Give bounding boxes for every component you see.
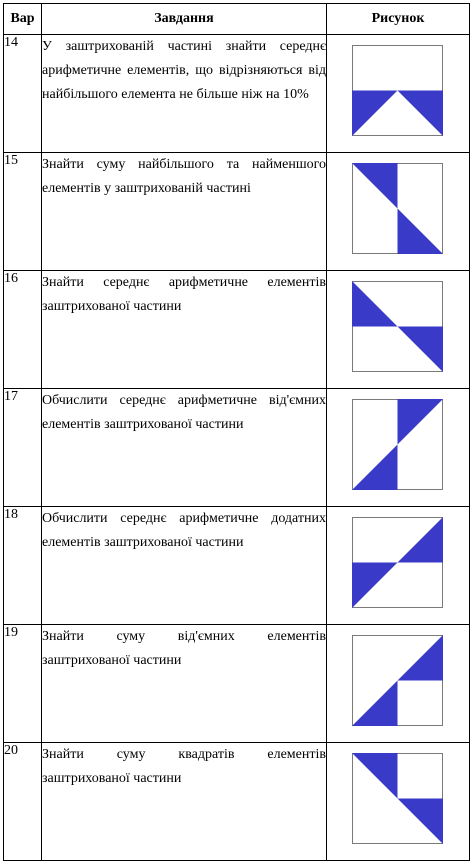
shaded-matrix-figure [352, 45, 443, 136]
figure-cell [326, 388, 470, 507]
figure-cell [326, 34, 470, 153]
task-text: У заштрихованій частині знайти середнє а… [41, 34, 327, 153]
task-text: Знайти суму від'ємних елементів заштрихо… [41, 624, 327, 743]
table-row: 18 Обчислити середнє арифметичне додатни… [3, 506, 470, 625]
task-text: Знайти середнє арифметичне елементів заш… [41, 270, 327, 389]
figure-cell [326, 270, 470, 389]
variant-number: 16 [3, 270, 42, 389]
table-row: 19 Знайти суму від'ємних елементів заштр… [3, 624, 470, 743]
table-row: 16 Знайти середнє арифметичне елементів … [3, 270, 470, 389]
shaded-matrix-figure [352, 635, 443, 726]
figure-cell [326, 624, 470, 743]
header-var: Вар [3, 3, 42, 35]
task-text: Обчислити середнє арифметичне від'ємних … [41, 388, 327, 507]
figure-cell [326, 152, 470, 271]
shaded-matrix-figure [352, 281, 443, 372]
table-row: 20 Знайти суму квадратів елементів заштр… [3, 742, 470, 861]
header-task: Завдання [41, 3, 327, 35]
table-row: 17 Обчислити середнє арифметичне від'ємн… [3, 388, 470, 507]
tasks-table: Вар Завдання Рисунок 14 У заштрихованій … [3, 3, 470, 861]
variant-number: 20 [3, 742, 42, 861]
figure-cell [326, 506, 470, 625]
shaded-matrix-figure [352, 517, 443, 608]
variant-number: 19 [3, 624, 42, 743]
shaded-matrix-figure [352, 753, 443, 844]
shaded-matrix-figure [352, 399, 443, 490]
table-row: 15 Знайти суму найбільшого та найменшого… [3, 152, 470, 271]
variant-number: 18 [3, 506, 42, 625]
task-text: Обчислити середнє арифметичне додатних е… [41, 506, 327, 625]
table-row: 14 У заштрихованій частині знайти середн… [3, 34, 470, 153]
variant-number: 14 [3, 34, 42, 153]
task-text: Знайти суму найбільшого та найменшого ел… [41, 152, 327, 271]
variant-number: 17 [3, 388, 42, 507]
header-pic: Рисунок [326, 3, 470, 35]
figure-cell [326, 742, 470, 861]
variant-number: 15 [3, 152, 42, 271]
task-text: Знайти суму квадратів елементів заштрихо… [41, 742, 327, 861]
shaded-matrix-figure [352, 163, 443, 254]
header-row: Вар Завдання Рисунок [3, 3, 470, 35]
